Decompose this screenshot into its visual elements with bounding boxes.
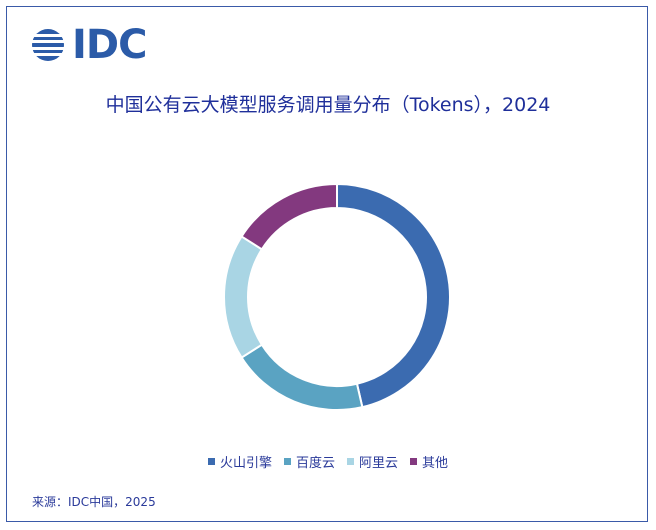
source-note: 来源：IDC中国，2025 [32,495,156,509]
legend-label: 阿里云 [359,456,399,471]
chart-frame [6,6,648,522]
chart-legend: 火山引擎 百度云 阿里云 其他 [0,452,656,471]
legend-label: 百度云 [295,456,335,471]
donut-slice-1 [336,182,451,409]
legend-label: 其他 [422,456,449,471]
donut-slice-3 [223,235,264,359]
globe-icon [30,29,66,61]
donut-slice-2 [240,343,364,411]
legend-label: 火山引擎 [219,456,272,471]
legend-swatch [347,458,354,465]
legend-item: 火山引擎 [207,452,272,471]
legend-item: 阿里云 [347,452,398,471]
donut-slice-4 [240,182,338,251]
chart-title: 中国公有云大模型服务调用量分布（Tokens），2024 [105,94,551,116]
logo-text: IDC [72,22,147,68]
legend-swatch [283,458,291,465]
legend-swatch [207,458,215,465]
legend-item: 其他 [410,452,448,471]
legend-swatch [410,458,418,465]
legend-item: 百度云 [283,452,335,471]
idc-logo: IDC [30,22,147,68]
